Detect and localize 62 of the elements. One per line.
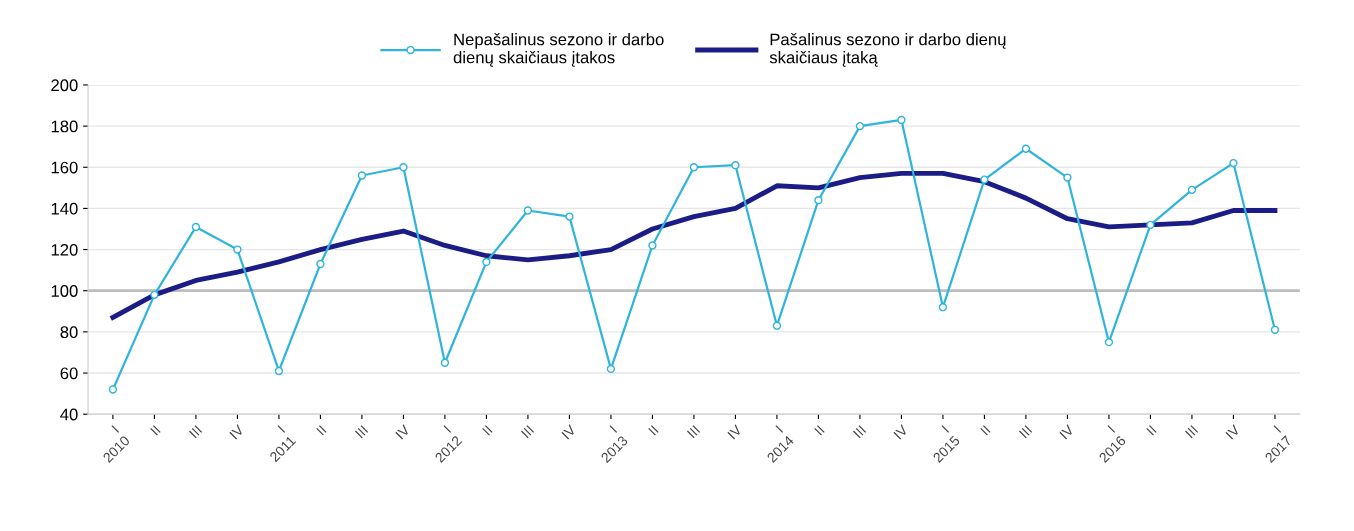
y-tick-label: 100 bbox=[51, 285, 78, 297]
point bbox=[1270, 325, 1280, 334]
point bbox=[731, 161, 740, 170]
x-tick-label: II bbox=[648, 425, 659, 436]
point bbox=[191, 222, 201, 232]
y-tick-label: 140 bbox=[51, 202, 78, 215]
point bbox=[980, 175, 989, 184]
x-tick-label: II bbox=[980, 425, 991, 436]
x-tick-label: III bbox=[1185, 425, 1199, 439]
point bbox=[565, 212, 574, 221]
x-tick-label: III bbox=[355, 425, 369, 439]
point bbox=[1146, 220, 1155, 230]
y-tick-label: 160 bbox=[51, 161, 78, 174]
x-tick-label: II bbox=[482, 425, 493, 436]
x-tick-label: III bbox=[1019, 425, 1033, 439]
point bbox=[772, 321, 782, 330]
point bbox=[606, 364, 616, 374]
point bbox=[399, 163, 408, 172]
x-tick-label: IV bbox=[1225, 424, 1241, 440]
x-tick-label: II bbox=[814, 425, 825, 436]
point bbox=[523, 206, 533, 215]
x-tick-label: IV bbox=[395, 424, 411, 440]
point bbox=[440, 358, 450, 367]
x-tick-label: II bbox=[150, 425, 161, 436]
x-tick-label: III bbox=[521, 425, 535, 439]
x-tick-label: IV bbox=[561, 424, 577, 440]
point bbox=[897, 115, 906, 125]
point bbox=[150, 290, 159, 300]
point bbox=[1104, 337, 1114, 347]
legend-label: Nepašalinus sezono ir darbo dienų skaičiaus įtakos bbox=[453, 33, 664, 67]
y-tick-label: 60 bbox=[60, 367, 78, 380]
x-tick-label: II bbox=[1146, 425, 1157, 436]
point bbox=[233, 245, 242, 254]
point bbox=[814, 196, 823, 205]
x-tick-label: II bbox=[316, 425, 327, 436]
y-tick-label: 200 bbox=[51, 79, 78, 92]
point bbox=[689, 163, 699, 172]
y-tick-label: 180 bbox=[51, 120, 78, 133]
point bbox=[1187, 185, 1197, 195]
point bbox=[108, 385, 118, 394]
point bbox=[357, 171, 367, 180]
x-tick-label: III bbox=[687, 425, 701, 439]
point bbox=[1063, 173, 1072, 182]
point bbox=[316, 259, 325, 269]
x-tick-label: IV bbox=[893, 424, 909, 440]
y-tick-label: 120 bbox=[51, 243, 78, 256]
point bbox=[274, 366, 284, 376]
x-tick-label: IV bbox=[1059, 424, 1075, 440]
point bbox=[1229, 158, 1238, 168]
y-tick-label: 80 bbox=[60, 326, 78, 339]
legend-label: Pašalinus sezono ir darbo dienų skaičiaus įtaką bbox=[769, 33, 1006, 67]
point bbox=[1021, 144, 1031, 153]
x-tick-label: IV bbox=[727, 424, 743, 440]
line-series bbox=[110, 171, 1278, 320]
point bbox=[938, 303, 948, 312]
y-tick-label: 40 bbox=[60, 408, 78, 421]
x-tick-label: III bbox=[189, 425, 203, 439]
point bbox=[855, 121, 865, 131]
point bbox=[648, 241, 657, 250]
x-tick-label: IV bbox=[229, 424, 245, 440]
x-tick-label: III bbox=[853, 425, 867, 439]
point bbox=[482, 257, 491, 267]
